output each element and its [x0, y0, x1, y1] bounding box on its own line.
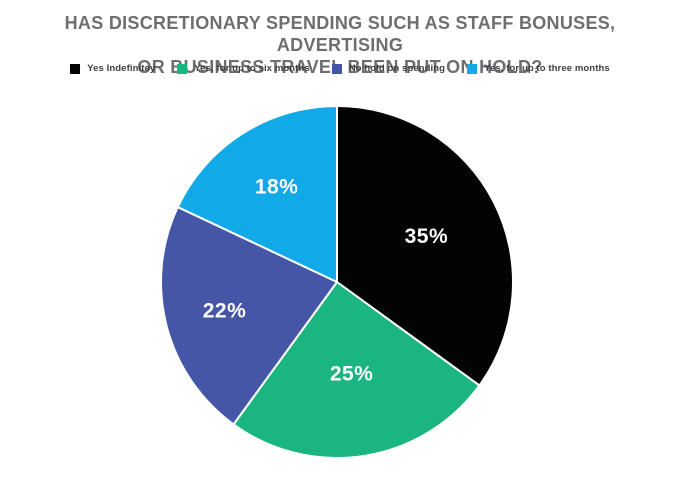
legend-swatch-icon — [331, 63, 342, 74]
legend-label: Yes, for up to three months — [484, 63, 610, 74]
legend-swatch-icon — [70, 63, 81, 74]
slice-data-label: 22% — [203, 299, 247, 322]
pie-slice — [176, 105, 338, 283]
legend: Yes Indefinitey Yes, for up to six months… — [0, 63, 680, 74]
legend-item: No hold on spending — [331, 63, 446, 74]
legend-item: Yes Indefinitey — [70, 63, 155, 74]
pie-slice — [336, 105, 514, 387]
legend-item: Yes, for up to three months — [467, 63, 610, 74]
pie-slice — [232, 281, 481, 459]
legend-label: Yes Indefinitey — [87, 63, 156, 74]
slice-data-label: 18% — [255, 175, 299, 198]
legend-label: Yes, for up to six months — [194, 63, 310, 74]
slice-data-label: 35% — [405, 225, 449, 248]
legend-label: No hold on spending — [348, 63, 446, 74]
slice-data-label: 25% — [330, 363, 374, 386]
legend-swatch-icon — [467, 63, 478, 74]
legend-item: Yes, for up to six months — [177, 63, 310, 74]
legend-swatch-icon — [177, 63, 188, 74]
chart-title-line1: HAS DISCRETIONARY SPENDING SUCH AS STAFF… — [64, 13, 616, 55]
